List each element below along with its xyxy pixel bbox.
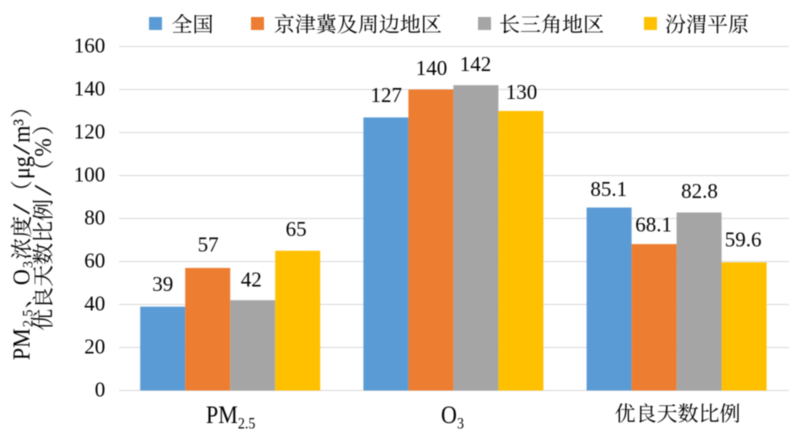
svg-text:85.1: 85.1 [590, 177, 627, 201]
svg-text:140: 140 [416, 56, 448, 80]
svg-text:μg: μg [9, 156, 35, 179]
svg-text:m³: m³ [9, 119, 35, 143]
svg-text:140: 140 [74, 77, 106, 101]
svg-text:2.5: 2.5 [238, 416, 256, 433]
svg-text:100: 100 [74, 163, 106, 187]
svg-text:39: 39 [152, 272, 173, 296]
svg-text:3: 3 [457, 416, 464, 433]
svg-text:120: 120 [74, 120, 106, 144]
svg-text:160: 160 [74, 34, 106, 58]
svg-text:68.1: 68.1 [635, 212, 672, 236]
svg-text:127: 127 [371, 83, 403, 107]
svg-text:40: 40 [84, 292, 105, 316]
svg-text:PM: PM [9, 328, 35, 360]
svg-text:59.6: 59.6 [725, 228, 762, 252]
svg-text:20: 20 [84, 335, 105, 359]
svg-text:142: 142 [460, 52, 492, 76]
svg-text:/: / [9, 202, 35, 214]
svg-text:%: % [30, 138, 56, 156]
svg-text:O: O [9, 269, 35, 285]
svg-text:2.5: 2.5 [20, 310, 37, 327]
svg-text:80: 80 [84, 206, 105, 230]
svg-text:60: 60 [84, 249, 105, 273]
svg-text:42: 42 [241, 268, 262, 292]
svg-text:PM: PM [206, 402, 238, 430]
svg-text:130: 130 [506, 80, 538, 104]
svg-text:/: / [31, 184, 57, 196]
svg-text:3: 3 [20, 261, 37, 268]
svg-text:0: 0 [95, 378, 106, 402]
svg-text:/: / [9, 143, 35, 155]
svg-text:O: O [441, 402, 457, 430]
svg-text:82.8: 82.8 [681, 179, 718, 203]
svg-text:65: 65 [286, 217, 307, 241]
svg-text:57: 57 [198, 233, 219, 257]
